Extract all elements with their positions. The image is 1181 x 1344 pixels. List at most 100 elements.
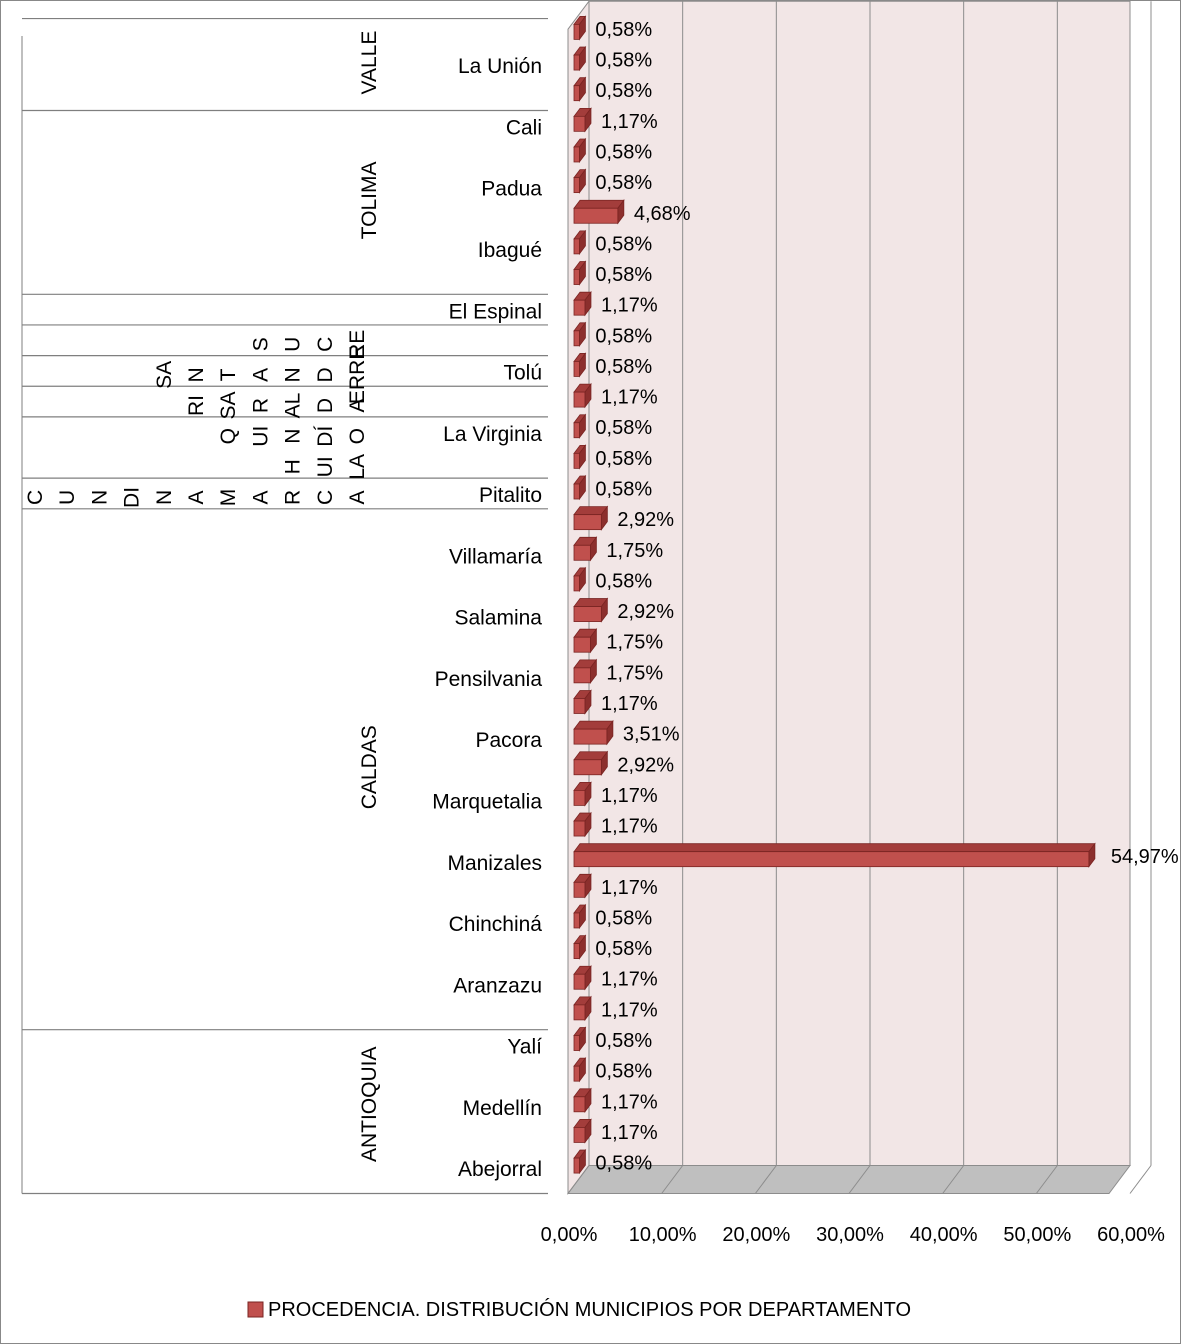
department-label: VALLE <box>358 31 381 95</box>
municipality-label: Yalí <box>507 1036 542 1059</box>
bar <box>573 260 587 286</box>
chart-floor <box>567 1165 1131 1194</box>
data-label: 1,17% <box>601 816 658 838</box>
data-label: 0,58% <box>595 1030 652 1052</box>
municipality-label: Tolú <box>503 362 542 385</box>
municipality-label: Aranzazu <box>453 974 542 997</box>
floor-gridline <box>848 1165 871 1194</box>
bar <box>573 597 609 623</box>
bar <box>573 811 592 838</box>
department-label-fragment: A <box>249 490 272 504</box>
department-label-fragment: N <box>185 367 208 382</box>
data-label: 4,68% <box>634 203 691 225</box>
department-label-fragment: SA <box>153 361 176 389</box>
bar <box>573 413 587 439</box>
data-label: 1,75% <box>606 632 663 654</box>
municipality-label: Marquetalia <box>432 791 542 814</box>
data-label: 0,58% <box>595 570 652 592</box>
department-label-fragment: C <box>314 490 337 505</box>
floor-gridline <box>754 1165 777 1194</box>
bar <box>573 352 587 378</box>
municipality-label: Pitalito <box>479 484 542 507</box>
data-label: 2,92% <box>617 754 674 776</box>
data-label: 3,51% <box>623 724 680 746</box>
bar <box>573 474 587 501</box>
data-label: 0,58% <box>595 907 652 929</box>
data-label: 1,17% <box>601 785 658 807</box>
department-label-fragment: N <box>282 429 305 444</box>
floor-gridline <box>1129 1165 1152 1194</box>
department-label-fragment: C <box>314 337 337 352</box>
bar <box>573 1148 587 1175</box>
bar <box>573 566 587 593</box>
data-label: 1,75% <box>606 540 663 562</box>
data-label: 1,17% <box>601 693 658 715</box>
bar <box>573 750 609 776</box>
department-label-fragment: RI <box>185 395 208 416</box>
department-label-fragment: R <box>249 398 272 413</box>
floor-gridline <box>567 1165 590 1194</box>
bar <box>573 934 587 960</box>
x-tick-label: 10,00% <box>629 1224 697 1246</box>
municipality-label: Abejorral <box>458 1158 542 1181</box>
municipality-label: Medellín <box>463 1097 542 1120</box>
data-label: 1,17% <box>601 295 658 317</box>
department-label-fragment: U <box>56 490 79 505</box>
bar <box>573 1026 587 1052</box>
data-label: 1,17% <box>601 877 658 899</box>
bar <box>573 382 592 409</box>
municipality-label: Pensilvania <box>435 668 543 691</box>
data-label: 0,58% <box>595 264 652 286</box>
bar <box>573 995 592 1022</box>
department-label-fragment: N <box>153 490 176 505</box>
data-label: 1,17% <box>601 111 658 133</box>
gridlines <box>567 1 1152 1194</box>
data-label: 0,58% <box>595 19 652 41</box>
legend-swatch <box>247 1301 264 1318</box>
bar <box>573 873 592 899</box>
x-tick-label: 60,00% <box>1097 1224 1165 1246</box>
municipality-label: El Espinal <box>449 300 542 323</box>
department-label-fragment: R <box>282 490 305 505</box>
x-tick-label: 40,00% <box>910 1224 978 1246</box>
municipality-label: Villamaría <box>449 545 542 568</box>
legend: PROCEDENCIA. DISTRIBUCIÓN MUNICIPIOS POR… <box>247 1298 911 1321</box>
department-label-fragment: D <box>314 398 337 413</box>
municipality-label: Manizales <box>447 852 542 875</box>
bar <box>573 536 598 562</box>
department-label-fragment: M <box>217 489 240 507</box>
bar <box>573 1056 587 1083</box>
department-label-fragment: N <box>282 367 305 382</box>
department-label-fragment: T <box>217 368 240 381</box>
department-label-fragment: U <box>282 337 305 352</box>
data-label: 1,75% <box>606 662 663 684</box>
data-label: 1,17% <box>601 999 658 1021</box>
bar <box>573 444 587 470</box>
bar <box>573 719 614 746</box>
data-label: 0,58% <box>595 1153 652 1175</box>
bar <box>573 45 587 72</box>
data-labels: 0,58% 1,17% 1,17% 0,58% 0,58% 1,17% 1,17% 0,58%… <box>595 19 1179 1175</box>
data-label: 0,58% <box>595 50 652 72</box>
data-label: 54,97% <box>1111 846 1179 868</box>
bar <box>573 903 587 930</box>
legend-label: PROCEDENCIA. DISTRIBUCIÓN MUNICIPIOS POR… <box>268 1298 911 1321</box>
bar <box>573 199 625 225</box>
department-label-fragment: SA <box>217 392 240 420</box>
data-label: 1,17% <box>601 387 658 409</box>
floor-gridline <box>661 1165 684 1194</box>
department-label-fragment: UI <box>314 456 337 477</box>
department-label-fragment: DÍ <box>314 426 337 447</box>
department-label-fragment: C <box>24 490 47 505</box>
data-label: 1,17% <box>601 1122 658 1144</box>
bar <box>573 842 1096 868</box>
department-label: CALDAS <box>358 725 381 809</box>
data-label: 1,17% <box>601 1091 658 1113</box>
chart-back-wall <box>588 0 1131 1166</box>
data-label: 0,58% <box>595 172 652 194</box>
data-label: 0,58% <box>595 938 652 960</box>
bar <box>573 290 592 317</box>
department-label-fragment: A <box>185 490 208 504</box>
bar <box>573 628 598 654</box>
data-label: 0,58% <box>595 80 652 102</box>
